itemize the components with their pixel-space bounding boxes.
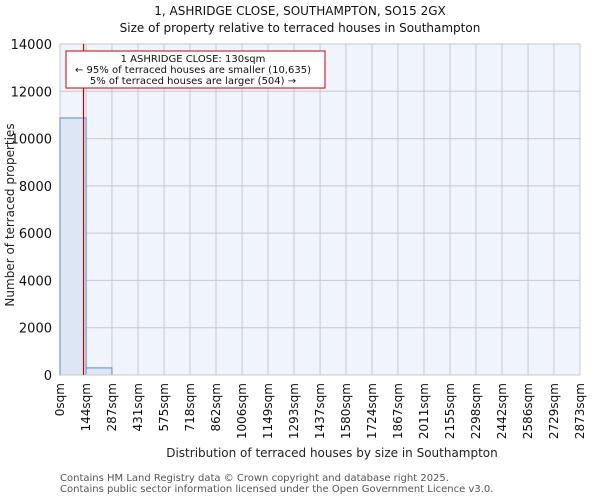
x-tick-label: 862sqm bbox=[209, 383, 223, 431]
x-tick-label: 2729sqm bbox=[547, 383, 561, 439]
x-tick-label: 1867sqm bbox=[391, 383, 405, 439]
x-tick-label: 2442sqm bbox=[495, 383, 509, 439]
footer-copyright: Contains HM Land Registry data © Crown c… bbox=[60, 473, 449, 484]
y-tick-label: 0 bbox=[44, 369, 52, 384]
x-tick-label: 1437sqm bbox=[313, 383, 327, 439]
x-tick-label: 0sqm bbox=[53, 383, 67, 416]
y-tick-label: 4000 bbox=[19, 274, 52, 289]
chart-subtitle: Size of property relative to terraced ho… bbox=[119, 21, 481, 35]
gridlines bbox=[59, 43, 581, 376]
x-tick-label: 2155sqm bbox=[443, 383, 457, 439]
annotation-line-1: 1 ASHRIDGE CLOSE: 130sqm bbox=[121, 54, 266, 65]
y-axis-label: Number of terraced properties bbox=[3, 123, 17, 306]
x-tick-label: 2011sqm bbox=[417, 383, 431, 439]
y-tick-label: 12000 bbox=[11, 85, 52, 100]
x-tick-label: 1724sqm bbox=[365, 383, 379, 439]
x-axis-ticks: 0sqm 144sqm 287sqm 431sqm 575sqm 718sqm 862sqm… bbox=[53, 383, 587, 439]
x-tick-label: 144sqm bbox=[79, 383, 93, 431]
x-tick-label: 575sqm bbox=[157, 383, 171, 431]
annotation-line-3: 5% of terraced houses are larger (504) → bbox=[90, 76, 296, 87]
y-axis-ticks: 0 2000 4000 6000 8000 10000 12000 14000 bbox=[11, 38, 52, 384]
histogram-bar bbox=[59, 117, 87, 376]
x-tick-label: 2298sqm bbox=[469, 383, 483, 439]
footer-licence: Contains public sector information licen… bbox=[60, 484, 494, 495]
x-tick-label: 2586sqm bbox=[521, 383, 535, 439]
x-tick-label: 1580sqm bbox=[339, 383, 353, 439]
annotation-line-2: ← 95% of terraced houses are smaller (10… bbox=[75, 65, 311, 76]
y-tick-label: 8000 bbox=[19, 180, 52, 195]
histogram-bars bbox=[59, 117, 113, 376]
chart-title: 1, ASHRIDGE CLOSE, SOUTHAMPTON, SO15 2GX bbox=[154, 4, 446, 18]
x-axis-label: Distribution of terraced houses by size … bbox=[166, 446, 498, 460]
histogram-bar bbox=[85, 367, 113, 376]
annotation-box: 1 ASHRIDGE CLOSE: 130sqm ← 95% of terrac… bbox=[65, 50, 326, 89]
x-tick-label: 1293sqm bbox=[287, 383, 301, 439]
y-tick-label: 10000 bbox=[11, 133, 52, 148]
x-tick-label: 287sqm bbox=[105, 383, 119, 431]
x-tick-label: 2873sqm bbox=[573, 383, 587, 439]
y-tick-label: 6000 bbox=[19, 227, 52, 242]
x-tick-label: 718sqm bbox=[183, 383, 197, 431]
y-tick-label: 14000 bbox=[11, 38, 52, 53]
x-tick-label: 1006sqm bbox=[235, 383, 249, 439]
x-tick-label: 431sqm bbox=[131, 383, 145, 431]
y-tick-label: 2000 bbox=[19, 322, 52, 337]
x-tick-label: 1149sqm bbox=[261, 383, 275, 439]
